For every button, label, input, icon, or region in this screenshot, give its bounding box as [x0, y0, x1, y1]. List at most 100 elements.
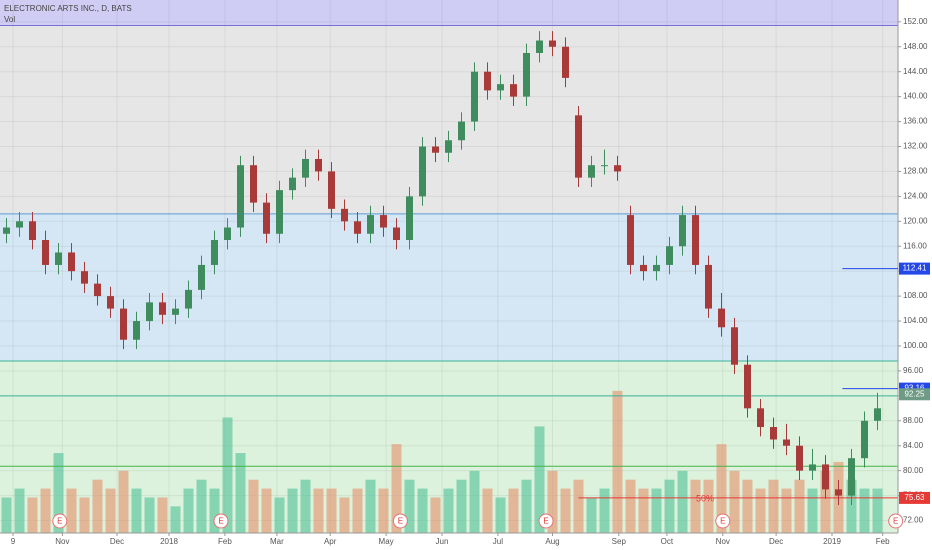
y-tick-label: 88.00 [903, 416, 924, 425]
earnings-label: E [218, 517, 223, 526]
volume-bar [209, 488, 220, 533]
volume-bar [456, 479, 467, 533]
candle-body [588, 165, 595, 178]
candle-body [432, 146, 439, 153]
candle-body [16, 221, 23, 228]
y-tick-label: 140.00 [903, 92, 928, 101]
y-tick-label: 128.00 [903, 167, 928, 176]
volume-bar [651, 488, 662, 533]
candle-body [666, 246, 673, 265]
volume-bar [820, 470, 831, 533]
candle-body [562, 46, 569, 78]
earnings-label: E [893, 517, 898, 526]
candle-body [653, 264, 660, 272]
candle-body [302, 158, 309, 178]
volume-bar [794, 479, 805, 533]
volume-bar [300, 479, 311, 533]
x-tick-label: 2019 [823, 537, 841, 546]
candle-body [341, 208, 348, 222]
volume-bar [443, 488, 454, 533]
volume-bar [14, 488, 25, 533]
annotation: 50% [696, 493, 714, 503]
candle-body [3, 227, 10, 234]
candle-body [328, 171, 335, 209]
y-tick-label: 116.00 [903, 241, 927, 250]
volume-bar [547, 470, 558, 533]
candle-body [68, 252, 75, 272]
y-tick-label: 120.00 [903, 216, 928, 225]
candle-body [523, 52, 530, 97]
chart-title: ELECTRONIC ARTS INC., D, BATS [4, 4, 132, 13]
candle-body [120, 308, 127, 340]
candle-body [770, 427, 777, 440]
volume-bar [339, 497, 350, 533]
price-label-box [899, 388, 930, 401]
x-tick-label: Dec [110, 537, 124, 546]
volume-bar [222, 417, 233, 533]
candle-body [107, 296, 114, 309]
volume-bar [560, 488, 571, 533]
x-tick-label: Nov [716, 537, 730, 546]
volume-bar [40, 488, 51, 533]
candle-body [575, 115, 582, 178]
earnings-marker [392, 513, 408, 529]
volume-bar [430, 497, 441, 533]
volume-bar [781, 488, 792, 533]
zone [0, 25, 898, 214]
zone [0, 213, 898, 361]
candle-body [224, 227, 231, 241]
candle-body [354, 221, 361, 234]
chart-subtitle: Vol [4, 15, 15, 24]
volume-bar [157, 497, 168, 533]
volume-bar [326, 488, 337, 533]
candle-body [744, 364, 751, 409]
volume-bar [677, 470, 688, 533]
candle-body [718, 308, 725, 328]
y-tick-label: 96.00 [903, 366, 924, 375]
volume-bar [27, 497, 38, 533]
candle-body [94, 283, 101, 297]
volume-bar [664, 479, 675, 533]
y-tick-label: 148.00 [903, 42, 928, 51]
x-tick-label: Oct [661, 537, 674, 546]
price-label-box [899, 491, 930, 504]
candle-body [848, 458, 855, 496]
candle-body [211, 240, 218, 265]
candle-body [250, 165, 257, 203]
candle-body [406, 196, 413, 241]
volume-bar [144, 497, 155, 533]
y-tick-label: 84.00 [903, 441, 924, 450]
volume-bar [573, 479, 584, 533]
y-tick-label: 132.00 [903, 142, 928, 151]
candle-body [731, 327, 738, 365]
candle-body [484, 71, 491, 91]
candle-body [289, 177, 296, 191]
candle-body [874, 408, 881, 421]
earnings-label: E [720, 517, 725, 526]
y-tick-label: 152.00 [903, 17, 928, 26]
volume-bar [313, 488, 324, 533]
x-tick-label: Apr [324, 537, 337, 546]
volume-bar [131, 488, 142, 533]
price-label: 92.25 [904, 389, 925, 398]
candle-body [146, 302, 153, 322]
candle-body [29, 221, 36, 241]
zone [0, 0, 898, 26]
earnings-marker [715, 513, 731, 529]
volume-bar [105, 488, 116, 533]
volume-bar [287, 488, 298, 533]
candle-body [705, 264, 712, 309]
zones [0, 0, 898, 533]
x-tick-label: Jul [493, 537, 503, 546]
price-label-box [899, 262, 930, 275]
volume-bar [183, 488, 194, 533]
volume-bar [755, 488, 766, 533]
volume-bar [235, 453, 246, 533]
candle-body [822, 464, 829, 490]
candle-body [393, 227, 400, 241]
candle-body [497, 84, 504, 91]
volume-bar [365, 479, 376, 533]
volume-bar [625, 479, 636, 533]
volume-bar [612, 390, 623, 533]
candle-body [185, 289, 192, 309]
